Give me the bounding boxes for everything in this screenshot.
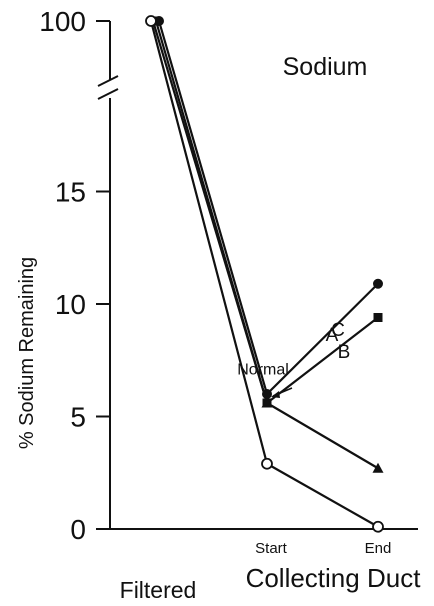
x-tick-label: Start bbox=[255, 540, 288, 557]
y-tick-label: 100 bbox=[39, 6, 86, 37]
series-label-c: C bbox=[331, 320, 345, 341]
series-markers bbox=[145, 15, 384, 533]
x-tick-label: Filtered bbox=[120, 577, 197, 603]
series-lines bbox=[149, 20, 379, 528]
series-label-b: B bbox=[338, 342, 351, 363]
data-point bbox=[372, 462, 384, 473]
axes bbox=[96, 20, 418, 530]
data-point bbox=[145, 15, 157, 27]
annotation-arrowhead bbox=[271, 391, 280, 398]
data-point bbox=[261, 397, 273, 408]
y-axis-break-mark bbox=[97, 88, 119, 100]
series-line-normal bbox=[149, 20, 379, 528]
y-tick-label: 10 bbox=[55, 289, 86, 320]
chart-labels: 0 5 10 15 100 Filtered Start End Collecting Duct… bbox=[16, 6, 421, 603]
data-point bbox=[261, 457, 273, 470]
y-tick-label: 5 bbox=[70, 402, 86, 433]
series-label-a: A bbox=[326, 325, 339, 346]
x-axis-label: Collecting Duct bbox=[246, 563, 422, 593]
data-point bbox=[262, 389, 272, 399]
data-point bbox=[373, 313, 383, 322]
series-label-normal: Normal bbox=[237, 362, 289, 379]
y-tick-label: 15 bbox=[55, 177, 86, 208]
y-axis-break-mark bbox=[97, 75, 119, 87]
chart-title: Sodium bbox=[283, 53, 368, 81]
x-tick-label: End bbox=[365, 540, 392, 557]
data-point bbox=[373, 278, 383, 289]
y-tick-label: 0 bbox=[70, 514, 86, 545]
y-axis-label: % Sodium Remaining bbox=[16, 257, 38, 449]
data-point bbox=[372, 520, 384, 533]
